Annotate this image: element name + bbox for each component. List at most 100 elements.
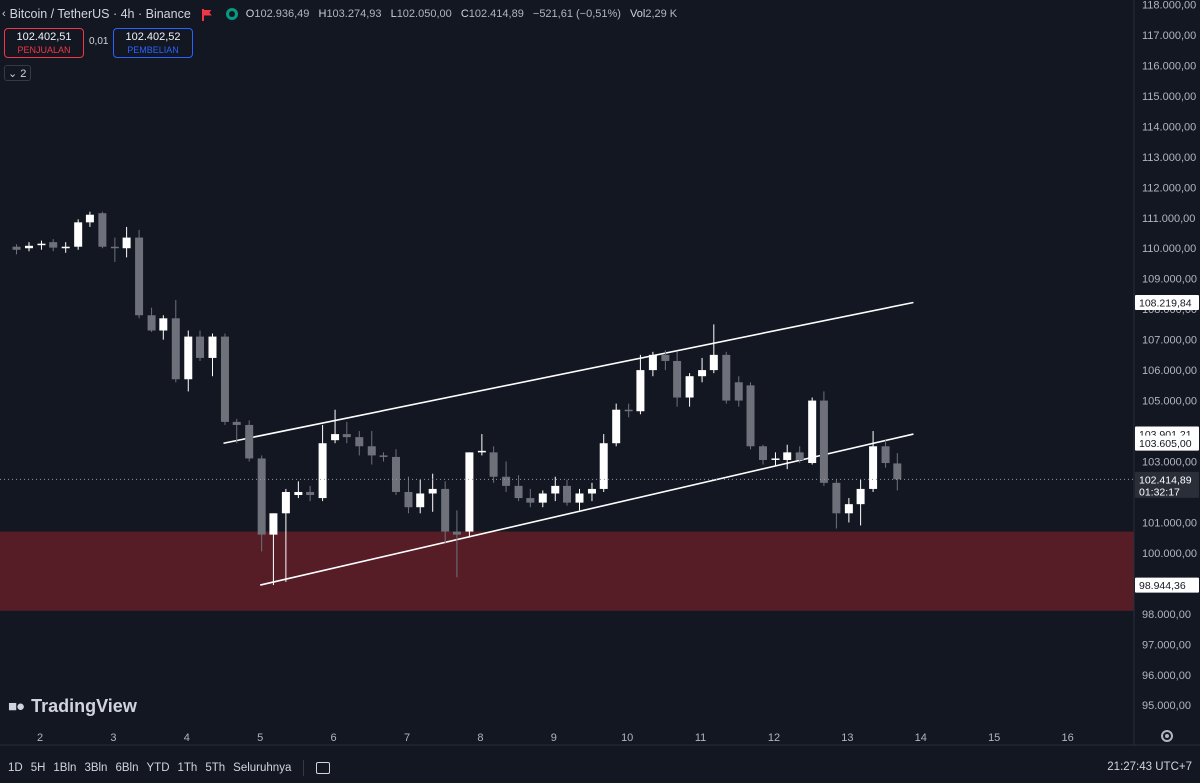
candle [685, 373, 694, 407]
candle-body [49, 242, 58, 248]
indicators-toggle-button[interactable]: ⌄ 2 [4, 65, 31, 81]
range-3m-button[interactable]: 3Bln [84, 762, 108, 774]
candle-body [771, 458, 780, 460]
x-tick-label: 8 [477, 732, 483, 744]
y-tick-label: 117.000,00 [1142, 30, 1196, 42]
candle [391, 449, 400, 496]
candle [452, 510, 461, 578]
channel-lower-line [260, 433, 914, 586]
y-tick-label: 97.000,00 [1142, 639, 1191, 651]
range-5y-button[interactable]: 5Th [205, 762, 226, 774]
candle-body [783, 452, 792, 460]
candle [12, 244, 21, 255]
close-label: C [460, 8, 469, 20]
low-value: 102.050,00 [396, 8, 452, 20]
x-tick-label: 4 [184, 732, 190, 744]
settings-gear-icon[interactable] [1161, 730, 1173, 742]
candle [122, 226, 131, 258]
candle-body [220, 336, 229, 422]
candle-body [294, 491, 303, 496]
candle [698, 357, 707, 383]
candle-body [526, 498, 535, 503]
candle-body [538, 493, 547, 503]
range-1m-button[interactable]: 1Bln [53, 762, 77, 774]
symbol-header: ‹ Bitcoin / TetherUS · 4h · Binance O102… [0, 0, 683, 28]
candle [489, 446, 498, 483]
candle [844, 498, 853, 523]
candle-body [85, 214, 94, 223]
candle-body [734, 382, 743, 401]
range-5d-button[interactable]: 5H [30, 762, 46, 774]
candle [404, 476, 413, 514]
buy-button[interactable]: 102.402,52 PEMBELIAN [113, 28, 193, 58]
candle [575, 488, 584, 511]
candle [110, 237, 119, 262]
high-value: 103.274,93 [326, 8, 382, 20]
candle [49, 239, 58, 252]
candle-body [208, 336, 217, 358]
candle-body [159, 318, 168, 331]
candle [257, 455, 266, 552]
tradingview-logo-icon: ■● [8, 698, 25, 715]
range-1d-button[interactable]: 1D [8, 762, 23, 774]
volume-value: 2,29 K [645, 8, 678, 20]
candle [526, 488, 535, 508]
sell-button[interactable]: 102.402,51 PENJUALAN [4, 28, 84, 58]
range-ytd-button[interactable]: YTD [146, 762, 170, 774]
indicators-count: 2 [20, 68, 27, 80]
buy-label: PEMBELIAN [127, 45, 179, 55]
candle-body [135, 237, 144, 316]
y-tick-label: 107.000,00 [1142, 335, 1197, 347]
x-tick-label: 9 [551, 732, 557, 744]
x-tick-label: 11 [695, 732, 706, 744]
range-all-button[interactable]: Seluruhnya [233, 762, 292, 774]
candle [379, 452, 388, 462]
candle [355, 431, 364, 456]
candle-body [171, 318, 180, 380]
x-tick-label: 15 [988, 732, 1000, 744]
candle [893, 453, 902, 491]
range-1y-button[interactable]: 1Th [177, 762, 198, 774]
candle [74, 219, 83, 250]
collapse-arrow-icon[interactable]: ‹ [2, 8, 6, 20]
price-label: 108.219,84 [1135, 294, 1199, 310]
candle-body [232, 421, 241, 425]
candle [869, 431, 878, 492]
candle [612, 403, 621, 447]
clock-display[interactable]: 21:27:43 UTC+7 [1107, 761, 1192, 773]
x-tick-label: 3 [110, 732, 116, 744]
candle-body [869, 446, 878, 489]
candle-body [563, 485, 572, 503]
candle-body [698, 370, 707, 377]
y-tick-label: 98.000,00 [1142, 609, 1191, 621]
candle [502, 461, 511, 492]
y-tick-label: 100.000,00 [1142, 548, 1197, 560]
candle-body [673, 360, 682, 398]
candle-body [98, 213, 107, 247]
candle [551, 476, 560, 502]
candle [232, 418, 241, 444]
candle-body [551, 485, 560, 494]
price-label-box [1135, 435, 1199, 451]
candle-body [844, 504, 853, 514]
candle-body [587, 488, 596, 494]
flag-icon[interactable] [201, 8, 212, 21]
range-6m-button[interactable]: 6Bln [115, 762, 139, 774]
logo-text: TradingView [31, 696, 137, 716]
market-status-icon[interactable] [225, 8, 238, 20]
calendar-icon[interactable] [316, 762, 331, 774]
candle [661, 350, 670, 371]
candle-body [245, 424, 254, 459]
candle-body [61, 246, 70, 249]
candle-body [856, 488, 865, 505]
tradingview-logo[interactable]: ■● TradingView [8, 696, 137, 717]
y-tick-label: 95.000,00 [1142, 700, 1191, 712]
candle-body [746, 385, 755, 447]
candle-body [428, 488, 437, 494]
y-tick-label: 114.000,00 [1142, 121, 1196, 133]
bottom-toolbar: 1D 5H 1Bln 3Bln 6Bln YTD 1Th 5Th Seluruh… [0, 753, 1200, 783]
symbol-title[interactable]: Bitcoin / TetherUS · 4h · Binance [9, 7, 191, 21]
candle [281, 488, 290, 582]
candle [563, 479, 572, 506]
